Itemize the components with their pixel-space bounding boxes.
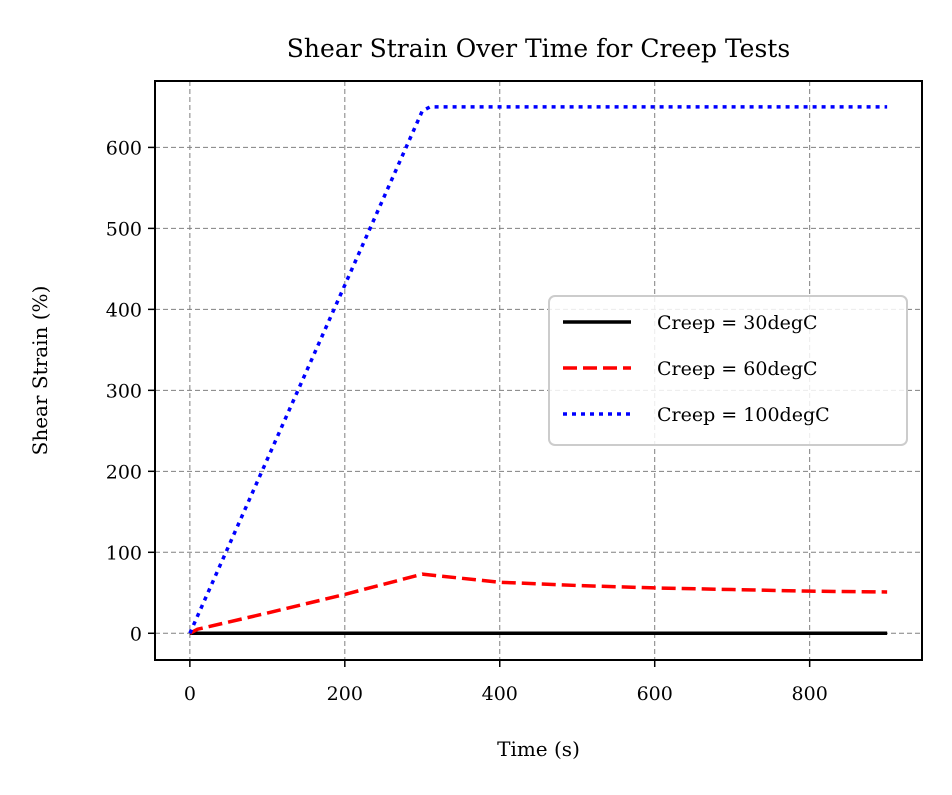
chart-title: Shear Strain Over Time for Creep Tests xyxy=(287,34,790,63)
y-tick-label: 600 xyxy=(106,137,142,159)
y-tick-label: 100 xyxy=(106,542,142,564)
ticks: 0 200 400 600 800 0 100 200 300 400 500 600 xyxy=(106,137,828,705)
y-tick-label: 200 xyxy=(106,461,142,483)
series-line-3 xyxy=(188,105,888,634)
x-tick-label: 200 xyxy=(327,683,363,705)
legend: Creep = 30degC Creep = 60degC Creep = 100d… xyxy=(548,295,908,446)
y-tick-label: 0 xyxy=(130,623,142,645)
legend-label: Creep = 100degC xyxy=(657,404,830,426)
x-axis-label: Time (s) xyxy=(497,737,580,761)
series-layer xyxy=(188,105,888,636)
y-tick-label: 400 xyxy=(106,299,142,321)
legend-label: Creep = 30degC xyxy=(657,312,818,334)
legend-box xyxy=(548,295,908,446)
y-tick-label: 500 xyxy=(106,218,142,240)
x-tick-label: 400 xyxy=(482,683,518,705)
axes-frame xyxy=(154,80,923,661)
y-axis-label: Shear Strain (%) xyxy=(28,286,52,456)
x-tick-label: 0 xyxy=(184,683,196,705)
x-tick-label: 600 xyxy=(637,683,673,705)
y-tick-label: 300 xyxy=(106,380,142,402)
series-line-2 xyxy=(189,572,888,635)
legend-label: Creep = 60degC xyxy=(657,358,818,380)
x-tick-label: 800 xyxy=(792,683,828,705)
